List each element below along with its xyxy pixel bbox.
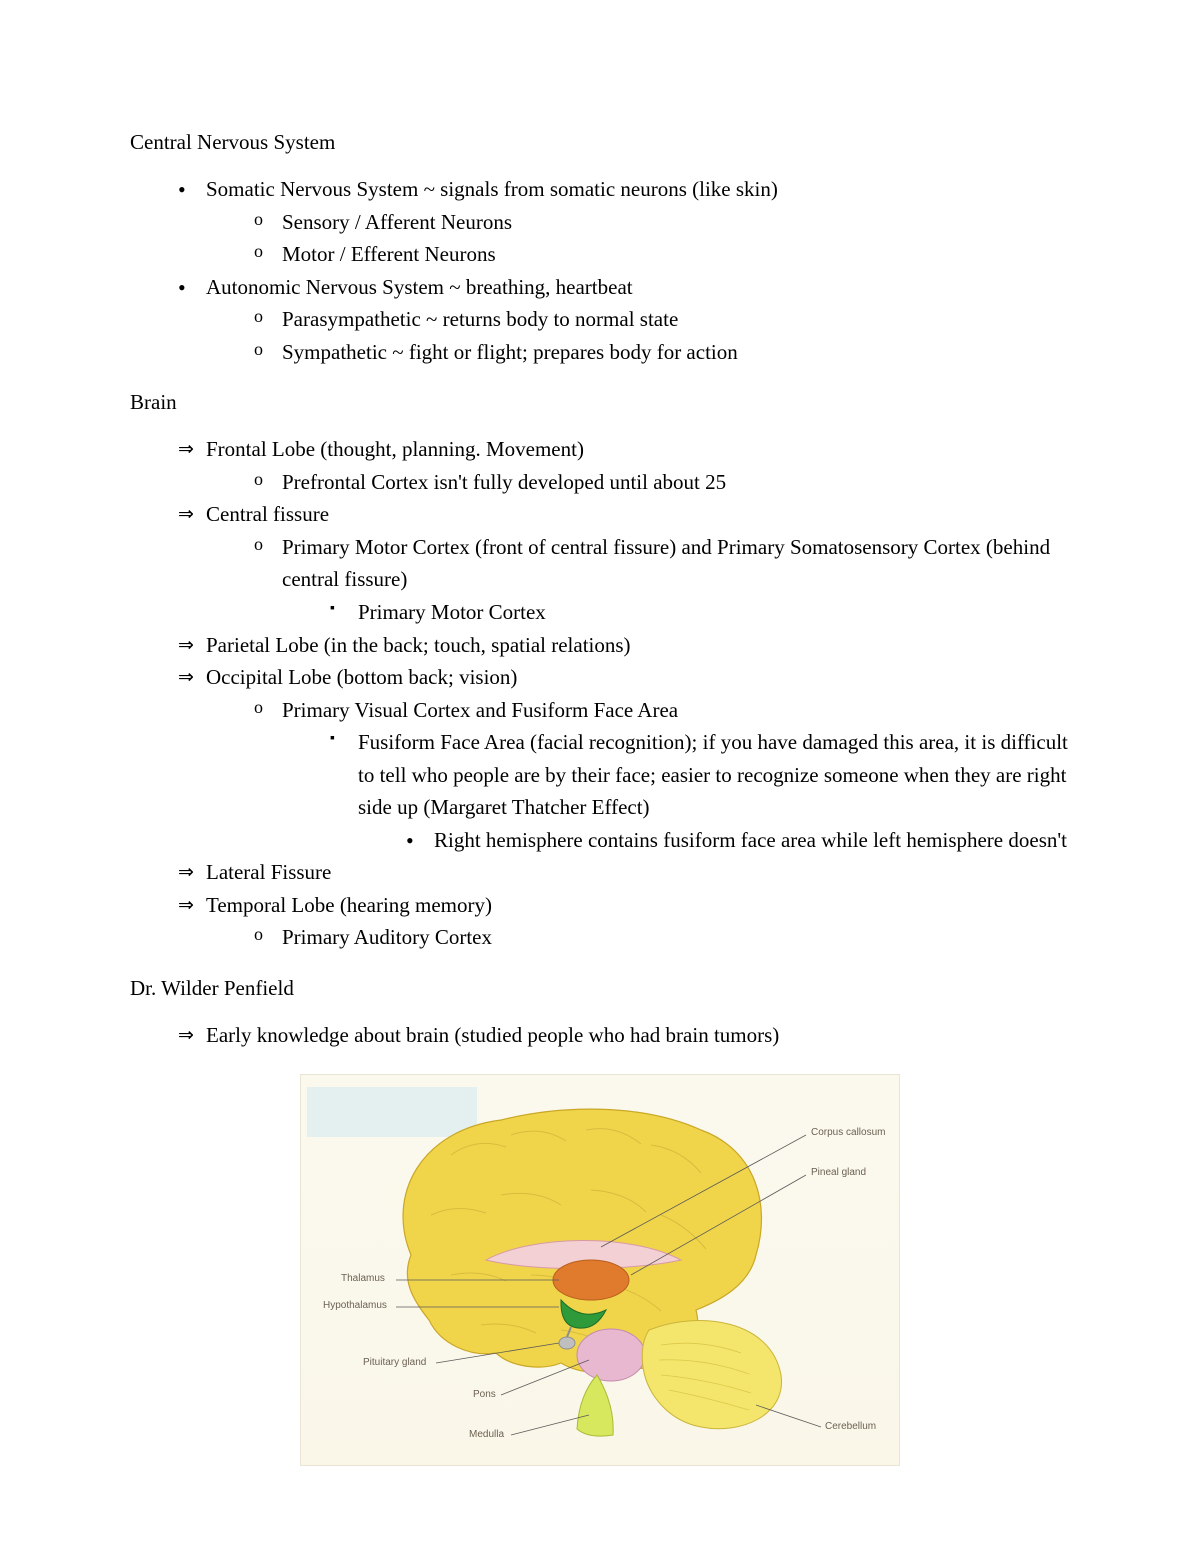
item-text: Somatic Nervous System ~ signals from so…: [206, 177, 778, 201]
item-text: Early knowledge about brain (studied peo…: [206, 1023, 779, 1047]
list-item: Primary Auditory Cortex: [254, 921, 1070, 954]
item-text: Primary Visual Cortex and Fusiform Face …: [282, 698, 678, 722]
heading-brain: Brain: [130, 390, 1070, 415]
label-medulla: Medulla: [469, 1429, 504, 1440]
sublist: Prefrontal Cortex isn't fully developed …: [206, 466, 1070, 499]
sublist: Primary Motor Cortex (front of central f…: [206, 531, 1070, 629]
list-item: Primary Motor Cortex: [330, 596, 1070, 629]
item-text: Parasympathetic ~ returns body to normal…: [282, 307, 678, 331]
item-text: Temporal Lobe (hearing memory): [206, 893, 492, 917]
list-item: Parasympathetic ~ returns body to normal…: [254, 303, 1070, 336]
list-item: Motor / Efferent Neurons: [254, 238, 1070, 271]
brain-svg: [301, 1075, 899, 1465]
list-item: Primary Visual Cortex and Fusiform Face …: [254, 694, 1070, 857]
label-thalamus: Thalamus: [341, 1273, 385, 1284]
item-text: Occipital Lobe (bottom back; vision): [206, 665, 517, 689]
heading-cns: Central Nervous System: [130, 130, 1070, 155]
item-text: Primary Motor Cortex (front of central f…: [282, 535, 1050, 592]
list-cns: Somatic Nervous System ~ signals from so…: [130, 173, 1070, 368]
item-text: Central fissure: [206, 502, 329, 526]
sublist: Sensory / Afferent Neurons Motor / Effer…: [206, 206, 1070, 271]
item-text: Prefrontal Cortex isn't fully developed …: [282, 470, 726, 494]
sublist: Fusiform Face Area (facial recognition);…: [282, 726, 1070, 856]
sublist: Primary Motor Cortex: [282, 596, 1070, 629]
list-item: Central fissure Primary Motor Cortex (fr…: [178, 498, 1070, 628]
list-item: Autonomic Nervous System ~ breathing, he…: [178, 271, 1070, 369]
item-text: Motor / Efferent Neurons: [282, 242, 496, 266]
list-item: Parietal Lobe (in the back; touch, spati…: [178, 629, 1070, 662]
list-item: Sympathetic ~ fight or flight; prepares …: [254, 336, 1070, 369]
item-text: Primary Motor Cortex: [358, 600, 546, 624]
list-item: Somatic Nervous System ~ signals from so…: [178, 173, 1070, 271]
item-text: Parietal Lobe (in the back; touch, spati…: [206, 633, 631, 657]
label-hypothalamus: Hypothalamus: [323, 1300, 387, 1311]
sublist: Parasympathetic ~ returns body to normal…: [206, 303, 1070, 368]
list-item: Occipital Lobe (bottom back; vision) Pri…: [178, 661, 1070, 856]
item-text: Frontal Lobe (thought, planning. Movemen…: [206, 437, 584, 461]
brain-diagram: Corpus callosum Pineal gland Thalamus Hy…: [300, 1074, 900, 1466]
list-item: Fusiform Face Area (facial recognition);…: [330, 726, 1070, 856]
list-item: Lateral Fissure: [178, 856, 1070, 889]
list-brain: Frontal Lobe (thought, planning. Movemen…: [130, 433, 1070, 954]
document-page: Central Nervous System Somatic Nervous S…: [0, 0, 1200, 1553]
sublist: Right hemisphere contains fusiform face …: [358, 824, 1070, 857]
list-item: Early knowledge about brain (studied peo…: [178, 1019, 1070, 1052]
list-item: Temporal Lobe (hearing memory) Primary A…: [178, 889, 1070, 954]
item-text: Autonomic Nervous System ~ breathing, he…: [206, 275, 633, 299]
list-item: Prefrontal Cortex isn't fully developed …: [254, 466, 1070, 499]
list-item: Frontal Lobe (thought, planning. Movemen…: [178, 433, 1070, 498]
list-item: Primary Motor Cortex (front of central f…: [254, 531, 1070, 629]
item-text: Fusiform Face Area (facial recognition);…: [358, 730, 1068, 819]
label-pons: Pons: [473, 1389, 496, 1400]
item-text: Lateral Fissure: [206, 860, 331, 884]
label-pituitary-gland: Pituitary gland: [363, 1357, 426, 1368]
label-cerebellum: Cerebellum: [825, 1421, 876, 1432]
label-pineal-gland: Pineal gland: [811, 1167, 866, 1178]
list-item: Right hemisphere contains fusiform face …: [406, 824, 1070, 857]
item-text: Sensory / Afferent Neurons: [282, 210, 512, 234]
sublist: Primary Visual Cortex and Fusiform Face …: [206, 694, 1070, 857]
sublist: Primary Auditory Cortex: [206, 921, 1070, 954]
list-item: Sensory / Afferent Neurons: [254, 206, 1070, 239]
item-text: Primary Auditory Cortex: [282, 925, 492, 949]
list-penfield: Early knowledge about brain (studied peo…: [130, 1019, 1070, 1052]
item-text: Sympathetic ~ fight or flight; prepares …: [282, 340, 738, 364]
label-corpus-callosum: Corpus callosum: [811, 1127, 885, 1138]
item-text: Right hemisphere contains fusiform face …: [434, 828, 1067, 852]
heading-penfield: Dr. Wilder Penfield: [130, 976, 1070, 1001]
